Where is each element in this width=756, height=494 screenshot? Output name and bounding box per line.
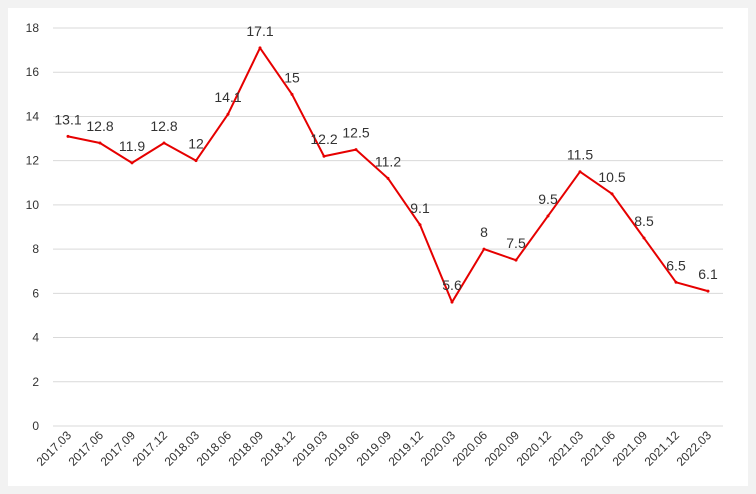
data-point xyxy=(610,192,614,196)
data-label: 15 xyxy=(284,69,300,85)
y-tick-label: 14 xyxy=(26,109,40,123)
data-label: 9.1 xyxy=(410,200,430,216)
data-label: 12.8 xyxy=(86,118,113,134)
data-label: 6.5 xyxy=(666,257,686,273)
data-point xyxy=(98,141,102,145)
y-tick-label: 0 xyxy=(32,419,39,433)
data-points xyxy=(66,46,710,304)
y-axis-tick-labels: 0 2 4 6 8 10 12 14 16 18 xyxy=(26,21,40,433)
data-label: 6.1 xyxy=(698,266,718,282)
data-labels: 13.1 12.8 11.9 12.8 12 14.1 17.1 15 12.2 12.5 11.2… xyxy=(54,23,718,293)
data-point xyxy=(258,46,262,50)
gridlines xyxy=(53,27,723,427)
y-tick-label: 16 xyxy=(26,65,40,79)
data-label: 17.1 xyxy=(246,23,273,39)
data-label: 12.5 xyxy=(342,125,369,141)
data-label: 8.5 xyxy=(634,213,654,229)
data-point xyxy=(578,170,582,174)
data-label: 12 xyxy=(188,136,204,152)
data-label: 11.9 xyxy=(119,138,145,154)
y-tick-label: 4 xyxy=(32,331,39,345)
y-tick-label: 8 xyxy=(32,242,39,256)
data-point xyxy=(450,300,454,304)
data-point xyxy=(290,92,294,96)
data-point xyxy=(194,159,198,163)
data-point xyxy=(130,161,134,165)
data-point xyxy=(322,154,326,158)
data-point xyxy=(674,280,678,284)
data-label: 12.2 xyxy=(310,131,337,147)
data-label: 5.6 xyxy=(442,277,462,293)
y-tick-label: 2 xyxy=(32,375,39,389)
data-point xyxy=(642,236,646,240)
data-point xyxy=(66,134,70,138)
data-point xyxy=(418,223,422,227)
data-label: 14.1 xyxy=(214,89,241,105)
data-label: 11.2 xyxy=(375,153,401,169)
y-tick-label: 18 xyxy=(26,21,40,35)
y-tick-label: 10 xyxy=(26,198,40,212)
data-point xyxy=(386,176,390,180)
data-point xyxy=(226,112,230,116)
data-label: 7.5 xyxy=(506,235,526,251)
data-label: 13.1 xyxy=(54,111,81,127)
data-point xyxy=(706,289,710,293)
data-label: 11.5 xyxy=(567,147,593,163)
data-label: 9.5 xyxy=(538,191,558,207)
data-label: 12.8 xyxy=(150,118,177,134)
data-point xyxy=(354,148,358,152)
data-point xyxy=(514,258,518,262)
data-label: 10.5 xyxy=(598,169,625,185)
y-tick-label: 6 xyxy=(32,286,39,300)
data-point xyxy=(546,214,550,218)
data-label: 8 xyxy=(480,224,488,240)
plot-area xyxy=(8,8,748,486)
data-point xyxy=(162,141,166,145)
data-point xyxy=(482,247,486,251)
y-tick-label: 12 xyxy=(26,154,40,168)
